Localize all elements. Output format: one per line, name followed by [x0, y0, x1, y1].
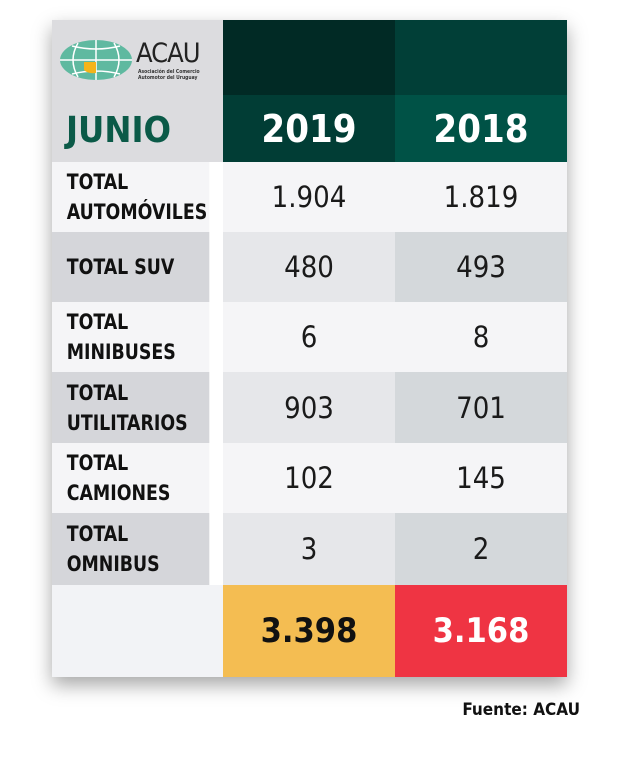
total-label-cell: [52, 585, 223, 677]
total-2018: 3.168: [395, 585, 567, 677]
header-top-2019: [223, 20, 395, 95]
logo-name: ACAU: [136, 38, 200, 69]
month-label: JUNIO: [66, 109, 172, 151]
value-2019: 903: [223, 372, 395, 443]
total-2019: 3.398: [223, 585, 395, 677]
sales-table: ACAU Asociación del Comercio Automotor d…: [52, 20, 567, 677]
value-2018: 145: [395, 443, 567, 513]
year-2018-header: 2018: [395, 95, 567, 162]
header-top-2018: [395, 20, 567, 95]
row-label: TOTAL OMNIBUS: [52, 513, 210, 585]
logo-subtitle: Asociación del Comercio Automotor del Ur…: [138, 69, 200, 81]
source-note: Fuente: ACAU: [462, 700, 580, 720]
acau-logo: ACAU Asociación del Comercio Automotor d…: [58, 38, 218, 88]
row-label: TOTAL CAMIONES: [52, 443, 210, 513]
value-2019: 6: [223, 302, 395, 372]
value-2019: 3: [223, 513, 395, 585]
globe-icon: [60, 40, 132, 80]
value-2018: 2: [395, 513, 567, 585]
row-label: TOTAL UTILITARIOS: [52, 372, 210, 443]
row-label: TOTAL AUTOMÓVILES: [52, 162, 210, 232]
value-2019: 1.904: [223, 162, 395, 232]
value-2019: 480: [223, 232, 395, 302]
value-2018: 1.819: [395, 162, 567, 232]
year-2019-header: 2019: [223, 95, 395, 162]
value-2018: 493: [395, 232, 567, 302]
value-2018: 8: [395, 302, 567, 372]
row-label: TOTAL SUV: [52, 232, 210, 302]
row-label: TOTAL MINIBUSES: [52, 302, 210, 372]
value-2018: 701: [395, 372, 567, 443]
value-2019: 102: [223, 443, 395, 513]
